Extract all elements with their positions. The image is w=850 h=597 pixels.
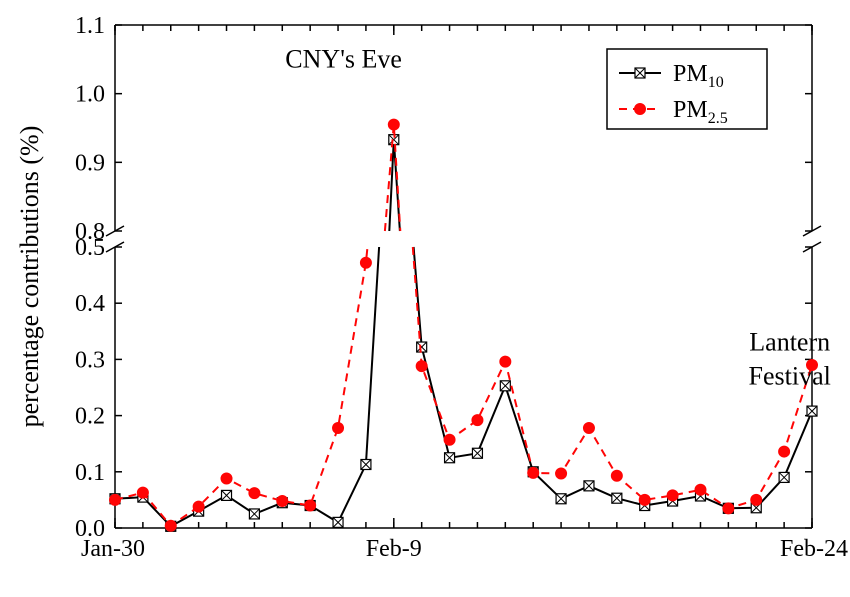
marker-pm25 [333,422,344,433]
marker-pm10 [584,481,594,491]
marker-pm10 [472,448,482,458]
marker-pm25 [444,434,455,445]
y-axis-ticks: 0.00.10.20.30.40.50.80.91.01.1 [75,13,812,542]
y-tick-label: 0.2 [75,404,105,430]
marker-pm25 [667,490,678,501]
marker-pm10 [222,490,232,500]
y-tick-label: 0.3 [75,347,105,373]
y-tick-label: 0.1 [75,460,105,486]
marker-pm25 [528,467,539,478]
marker-pm25 [110,494,121,505]
marker-pm25 [779,446,790,457]
marker-pm10 [779,472,789,482]
x-tick-label: Feb-24 [780,536,848,562]
marker-pm10 [807,406,817,416]
line-chart: 0.00.10.20.30.40.50.80.91.01.1percentage… [0,0,850,597]
marker-pm25 [165,520,176,531]
y-tick-label: 1.0 [75,82,105,108]
series-pm25 [110,119,818,531]
marker-pm10 [500,381,510,391]
marker-pm25 [472,415,483,426]
annotation: Festival [749,361,831,390]
marker-pm10 [417,342,427,352]
y-axis-title: percentage contributions (%) [15,126,44,428]
marker-pm25 [723,503,734,514]
marker-pm10 [445,453,455,463]
marker-pm25 [249,488,260,499]
marker-pm25 [583,422,594,433]
axis-frame [106,25,821,528]
marker-pm10 [361,459,371,469]
marker-pm25 [500,356,511,367]
legend-label-pm10: PM10 [673,61,724,91]
legend: PM10 PM2.5 [607,49,767,129]
x-axis-ticks: Jan-30 Feb-9 Feb-24 [81,25,848,562]
marker-pm25 [556,468,567,479]
marker-pm25 [611,470,622,481]
marker-pm10 [612,493,622,503]
annotation: Lantern [749,328,830,357]
marker-pm25 [137,487,148,498]
y-tick-label: 0.9 [75,150,105,176]
marker-pm25 [751,494,762,505]
series-pm10 [110,135,817,532]
marker-pm25 [277,496,288,507]
y-tick-label: 0.4 [75,291,105,317]
marker-pm25 [388,119,399,130]
marker-pm25 [221,473,232,484]
marker-pm25 [695,484,706,495]
x-tick-label: Jan-30 [81,536,145,562]
annotation: CNY's Eve [285,44,402,73]
marker-pm25 [360,257,371,268]
marker-pm25 [416,361,427,372]
y-tick-label: 0.8 [75,219,105,245]
marker-pm25 [193,501,204,512]
marker-pm10 [556,494,566,504]
x-tick-label: Feb-9 [366,536,422,562]
marker-pm10 [333,517,343,527]
marker-pm25 [305,500,316,511]
legend-label-pm25: PM2.5 [673,97,728,127]
marker-pm10 [249,509,259,519]
y-tick-label: 1.1 [75,13,105,39]
marker-pm25 [639,494,650,505]
